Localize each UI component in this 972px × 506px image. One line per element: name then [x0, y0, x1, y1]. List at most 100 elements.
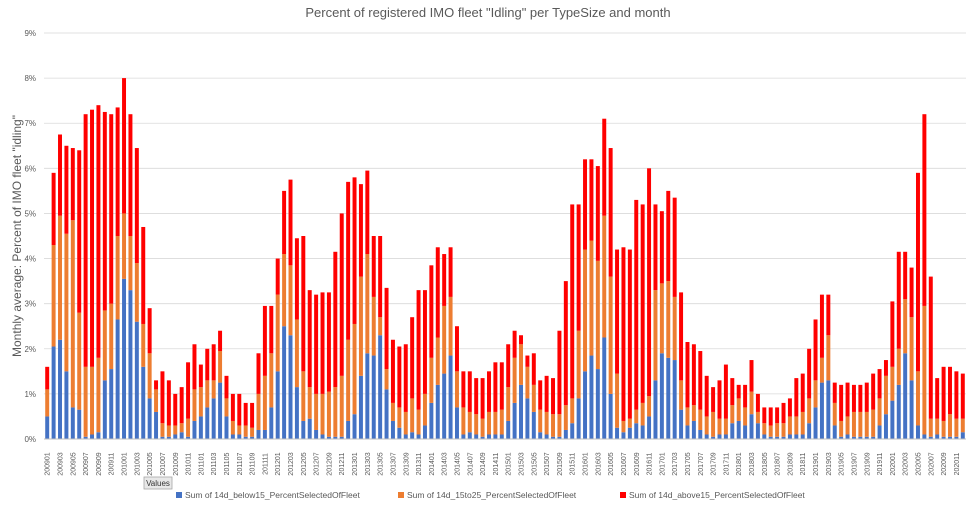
chart-title: Percent of registered IMO fleet "Idling"…: [305, 5, 670, 20]
x-tick-label: 201003: [134, 452, 141, 475]
bar-15to25-201408: [474, 414, 479, 435]
bar-above15-201305: [378, 236, 383, 318]
bar-above15-200907: [83, 114, 88, 367]
bar-15to25-201607: [621, 420, 626, 433]
bar-15to25-201808: [781, 423, 786, 437]
bar-15to25-200905: [70, 220, 75, 408]
bar-below15-201412: [499, 434, 504, 439]
bar-above15-201205: [301, 236, 306, 372]
bar-15to25-201709: [711, 411, 716, 437]
bar-below15-201308: [397, 427, 402, 439]
bar-below15-201409: [480, 436, 485, 439]
bar-above15-201511: [570, 204, 575, 399]
bar-above15-202011: [954, 371, 959, 419]
bar-below15-201902: [819, 382, 824, 439]
bar-above15-201012: [192, 344, 197, 390]
bar-below15-201506: [538, 432, 543, 439]
bar-15to25-201011: [186, 418, 191, 437]
bar-above15-201404: [448, 247, 453, 297]
bar-15to25-202012: [960, 418, 965, 433]
values-field-button-label[interactable]: Values: [146, 479, 170, 488]
bar-15to25-201012: [192, 389, 197, 421]
bar-below15-201203: [288, 335, 293, 439]
bar-15to25-201107: [237, 425, 242, 435]
bar-below15-201103: [211, 398, 216, 439]
bar-below15-201810: [794, 434, 799, 439]
bar-15to25-201612: [653, 290, 658, 381]
bar-below15-202010: [948, 436, 952, 439]
bar-above15-201201: [275, 258, 280, 295]
bar-above15-201503: [519, 335, 523, 345]
bar-below15-201304: [371, 355, 376, 439]
legend-swatch-below15: [176, 492, 182, 498]
bar-15to25-201611: [647, 396, 652, 417]
bar-below15-201110: [256, 429, 261, 439]
x-tick-label: 201907: [851, 452, 858, 475]
bar-above15-201707: [698, 351, 703, 410]
bar-above15-201206: [307, 290, 312, 388]
bar-15to25-201505: [531, 384, 536, 412]
bar-above15-201512: [576, 204, 581, 331]
bar-15to25-201812: [807, 398, 812, 424]
x-tick-label: 201409: [480, 452, 487, 475]
bar-above15-201401: [429, 265, 434, 358]
bar-below15-201610: [640, 425, 645, 439]
bar-above15-201309: [403, 344, 408, 412]
bar-above15-201910: [871, 373, 876, 410]
values-field-button-bg[interactable]: [143, 476, 173, 490]
y-tick-label: 4%: [24, 255, 36, 264]
bar-above15-201702: [666, 190, 671, 282]
x-tick-label: 201401: [429, 452, 436, 475]
x-tick-label: 201007: [160, 452, 167, 475]
bar-15to25-202004: [909, 317, 914, 381]
bar-below15-201309: [403, 434, 408, 439]
y-tick-label: 7%: [24, 119, 36, 128]
bar-below15-201605: [608, 393, 613, 439]
bar-below15-201208: [320, 434, 325, 439]
bar-above15-201302: [358, 184, 363, 277]
bar-above15-201102: [205, 348, 210, 381]
x-tick-label: 202007: [928, 452, 935, 475]
bar-15to25-201304: [371, 296, 376, 356]
bar-below15-201604: [602, 337, 607, 439]
bar-above15-202005: [915, 172, 920, 372]
bar-above15-201504: [525, 355, 530, 367]
values-field-button[interactable]: Values: [143, 476, 173, 490]
bar-below15-201001: [122, 278, 127, 439]
bar-15to25-201601: [583, 249, 588, 372]
bar-below15-201805: [762, 434, 767, 439]
bar-15to25-201103: [211, 380, 216, 399]
bar-below15-201101: [198, 416, 203, 439]
bar-15to25-202007: [928, 418, 933, 437]
bar-below15-201602: [589, 355, 594, 439]
x-tick-label: 201411: [493, 452, 500, 475]
x-tick-label: 202009: [941, 452, 948, 475]
bar-above15-201311: [416, 290, 421, 410]
bar-below15-201311: [416, 434, 421, 439]
bar-below15-201701: [659, 353, 664, 439]
bar-above15-201110: [256, 353, 261, 394]
bar-above15-201004: [141, 226, 146, 324]
bar-above15-201209: [326, 292, 331, 392]
bar-above15-201505: [531, 353, 536, 385]
bar-above15-201003: [134, 148, 139, 264]
x-tick-label: 201703: [672, 452, 679, 475]
legend-swatch-above15: [620, 492, 626, 498]
bar-above15-201105: [224, 375, 229, 399]
x-tick-label: 200911: [109, 452, 116, 475]
bar-below15-201210: [333, 436, 338, 439]
bar-below15-201909: [864, 436, 869, 439]
bar-15to25-201807: [775, 423, 780, 437]
bar-below15-201806: [768, 436, 773, 439]
bar-below15-201008: [166, 436, 171, 439]
bar-below15-201402: [435, 384, 440, 439]
x-tick-label: 201807: [775, 452, 782, 475]
x-tick-label: 201709: [711, 452, 718, 475]
bar-below15-201411: [493, 434, 498, 439]
bar-15to25-201105: [224, 398, 229, 417]
bar-above15-201801: [736, 384, 741, 399]
bar-below15-201209: [326, 436, 331, 439]
bar-above15-202009: [941, 366, 946, 421]
bar-15to25-201008: [166, 425, 171, 437]
bar-below15-200903: [58, 339, 62, 439]
